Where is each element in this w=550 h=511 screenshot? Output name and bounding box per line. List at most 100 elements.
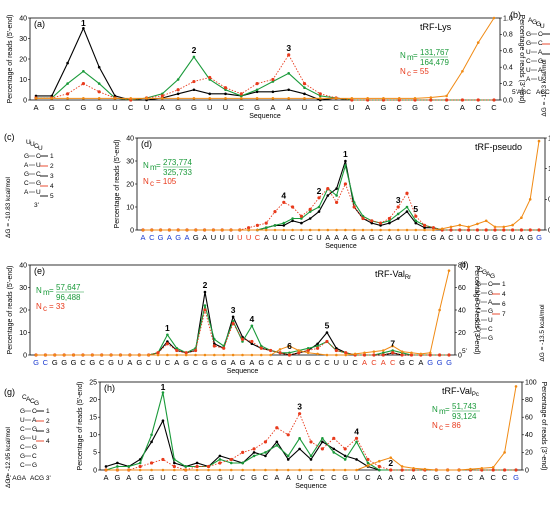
nc-symbol: N (400, 67, 406, 76)
data-point-orange_3p (335, 353, 338, 357)
data-point-orange_3p (325, 353, 329, 357)
data-point-green (306, 346, 310, 350)
data-point-red_dotted (299, 214, 303, 218)
data-point-orange_3p (192, 97, 196, 100)
hairpin-base-left: C (476, 308, 481, 315)
sequence-letter: G (240, 358, 246, 367)
data-point-orange_3p (81, 353, 85, 357)
data-point-green (273, 224, 277, 227)
hairpin-loop-base: A (528, 17, 533, 24)
y-tick-label-right: 1.0 (548, 166, 550, 173)
data-point-black (300, 221, 303, 225)
sequence-letter: G (437, 358, 443, 367)
y-tick-label-left: 0 (130, 227, 134, 234)
data-point-orange_3p (458, 223, 462, 227)
nc-symbol: N (432, 421, 438, 430)
data-point-orange_3p (194, 228, 198, 232)
data-point-red_dotted (273, 210, 277, 214)
data-point-orange_3p (400, 350, 404, 353)
data-point-green (298, 437, 301, 440)
data-point-red_dotted (334, 348, 338, 353)
data-point-orange_3p (291, 228, 294, 232)
data-point-orange_3p (344, 353, 348, 357)
data-point-green (264, 226, 268, 229)
hairpin-mark: 5 (50, 193, 54, 200)
data-point-orange_3p (321, 468, 324, 472)
sequence-letter: G (202, 358, 208, 367)
data-point-red_dotted (81, 82, 85, 86)
data-point-red_dotted (460, 98, 465, 102)
data-point-orange_3p (446, 468, 449, 472)
data-point-orange_3p (423, 228, 426, 232)
sequence-letter: U (246, 233, 251, 242)
data-point-orange_3p (166, 353, 169, 357)
nm-denominator: 96,488 (56, 293, 81, 302)
sequence-letter: A (362, 358, 367, 367)
data-point-orange_3p (449, 225, 453, 229)
nm-equals: = (413, 51, 418, 60)
data-point-black (161, 419, 165, 423)
data-point-black (82, 26, 85, 30)
data-point-orange_3p (194, 353, 197, 357)
data-point-black (370, 221, 374, 225)
nm-equals: = (156, 161, 161, 170)
hairpin-base-left: G (476, 326, 481, 333)
data-point-black (271, 90, 275, 94)
data-point-green (259, 344, 263, 348)
panel-e: 0 10 20 30 40 0 20 40 60 80 Percentage of reads (5… (7, 262, 480, 375)
sequence-letter: A (343, 233, 348, 242)
data-point-orange_3p (372, 350, 376, 353)
data-point-red_dotted (361, 216, 365, 221)
sequence-letter: A (184, 233, 189, 242)
peak-label: 4 (250, 314, 255, 324)
data-point-red_dotted (343, 182, 347, 186)
data-point-orange_3p (145, 97, 148, 100)
data-point-orange_3p (457, 468, 461, 472)
series-line-red_dotted (36, 309, 449, 356)
data-point-black (208, 92, 212, 96)
data-point-orange_3p (212, 228, 215, 232)
data-point-orange_3p (282, 228, 286, 232)
data-point-orange_3p (476, 222, 479, 226)
nm-subscript: m (43, 288, 50, 297)
data-point-red_dotted (218, 461, 222, 465)
sequence-letter: A (387, 233, 392, 242)
hairpin-base-right: C (32, 453, 37, 460)
data-point-red_dotted (156, 351, 160, 355)
hairpin-base-left: G (20, 408, 25, 415)
data-point-orange_3p (484, 219, 488, 223)
data-point-red_dotted (429, 98, 433, 102)
hairpin-base-left: A (526, 76, 531, 83)
data-point-orange_3p (389, 456, 393, 459)
sequence-letter: G (258, 358, 264, 367)
hairpin-5p-tail: 5' (462, 348, 467, 355)
nm-equals: = (49, 286, 54, 295)
hairpin-loop-base: G (532, 19, 537, 26)
nc-value: = 55 (413, 67, 429, 76)
y-tick-label-left: 10 (19, 330, 27, 337)
data-point-red_dotted (240, 337, 245, 341)
sequence-letter: C (99, 358, 105, 367)
peak-label: 3 (297, 402, 302, 412)
hairpin-base-right: G (32, 462, 37, 469)
data-point-orange_3p (391, 344, 394, 348)
data-point-black (298, 447, 301, 451)
sequence-letter: C (502, 473, 508, 482)
hairpin-loop-base: G (34, 400, 39, 407)
sequence-letter: C (308, 473, 314, 482)
sequence-letter: G (446, 358, 452, 367)
sequence-letter: G (193, 233, 199, 242)
hairpin-base-left: G (20, 435, 25, 442)
data-point-red_dotted (208, 75, 212, 80)
data-point-red_dotted (275, 426, 279, 430)
data-point-orange_3p (220, 228, 224, 232)
data-point-green (229, 461, 233, 465)
sequence-letter: C (456, 473, 462, 482)
data-point-red_dotted (335, 200, 339, 204)
sequence-letter: A (334, 233, 339, 242)
peak-label: 1 (165, 323, 170, 333)
data-point-green (66, 82, 69, 85)
nc-subscript: c (150, 179, 154, 188)
data-point-orange_3p (363, 351, 366, 355)
sequence-letter: C (193, 358, 199, 367)
